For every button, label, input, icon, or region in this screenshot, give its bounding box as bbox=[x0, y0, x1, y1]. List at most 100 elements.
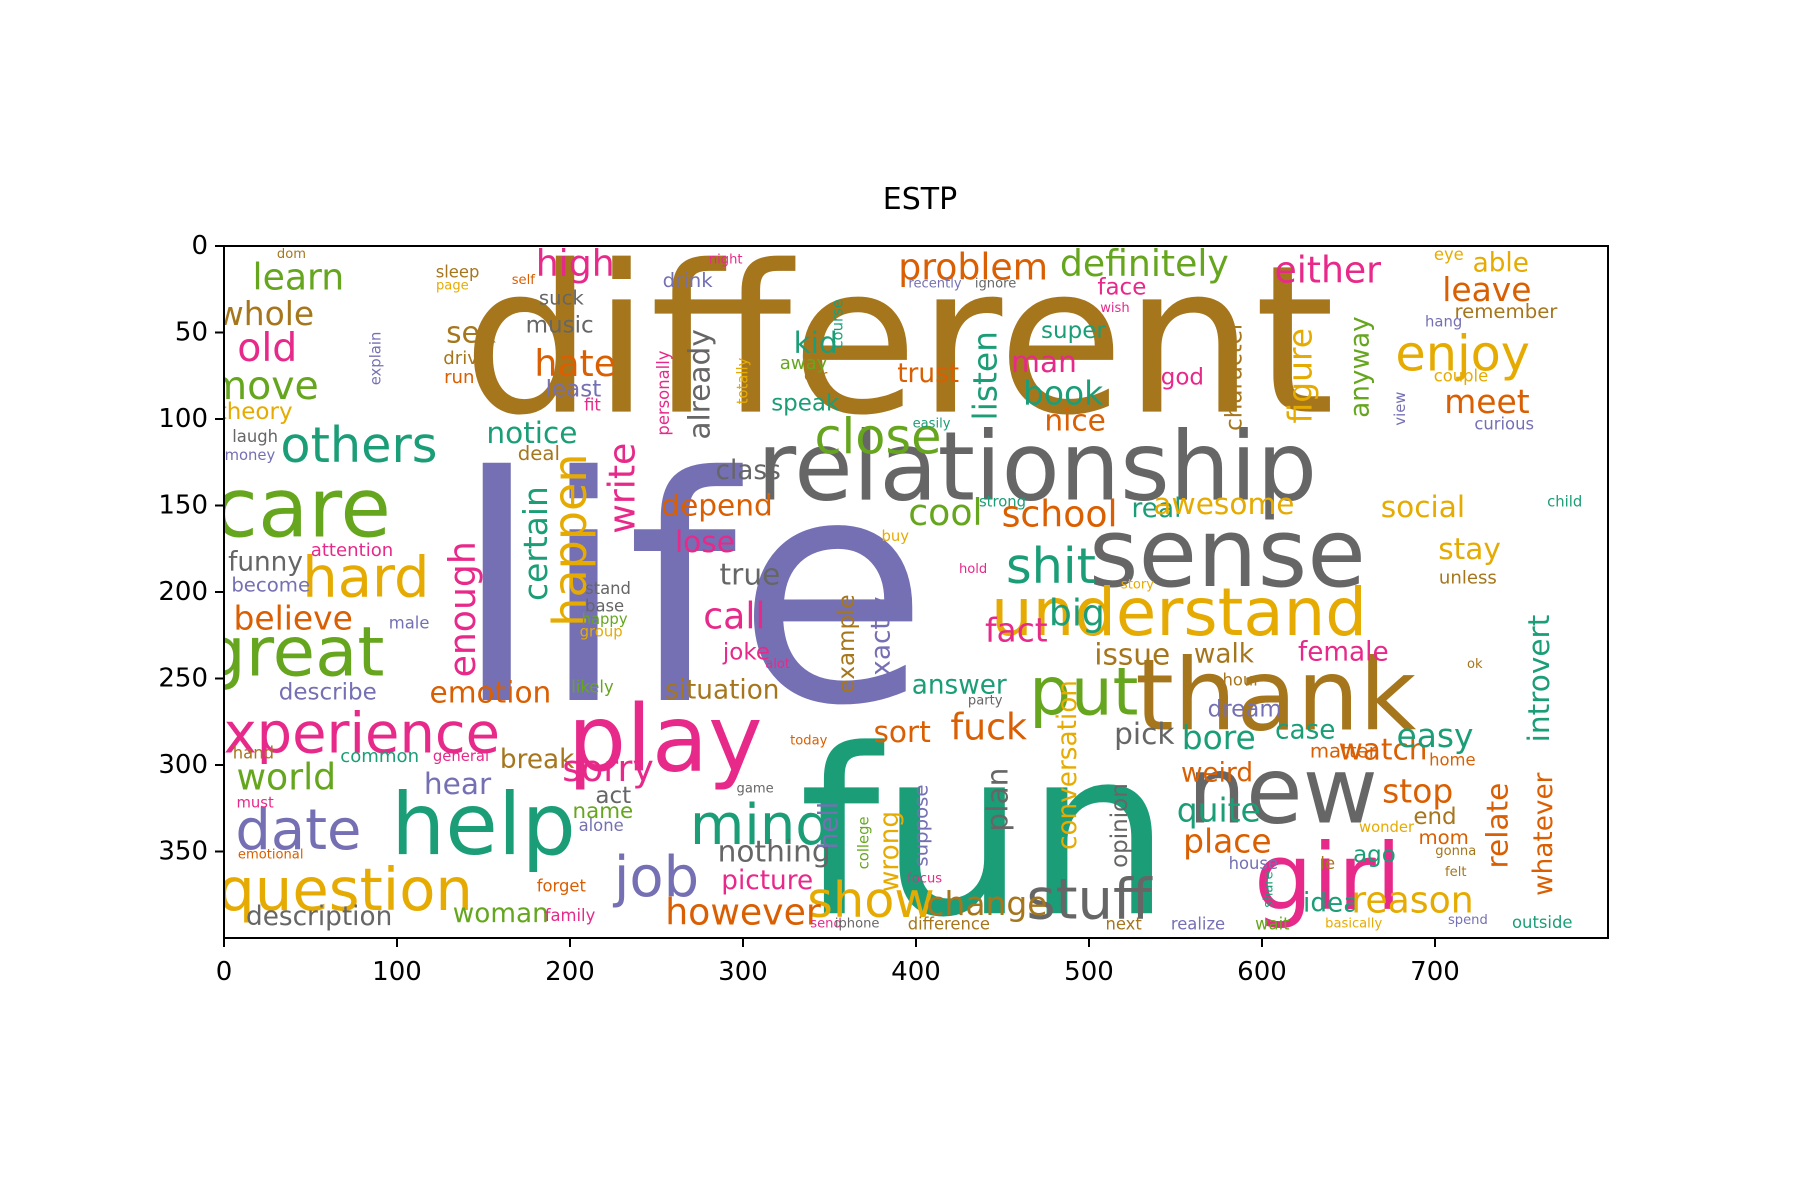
word-happy: happy bbox=[582, 611, 628, 628]
word-experience: experience bbox=[190, 701, 500, 766]
word-hold: hold bbox=[959, 562, 987, 577]
x-axis: 0 100 200 300 400 500 600 700 bbox=[216, 938, 1460, 987]
word-exactly: exactly bbox=[866, 596, 896, 691]
word-car: car bbox=[804, 367, 828, 384]
word-definitely: definitely bbox=[1060, 242, 1229, 285]
word-joke: joke bbox=[722, 640, 770, 666]
word-realize: realize bbox=[1171, 915, 1225, 934]
word-gonna: gonna bbox=[1435, 844, 1476, 859]
word-ok: ok bbox=[1467, 657, 1483, 672]
word-true: true bbox=[720, 558, 781, 592]
y-tick-label: 200 bbox=[158, 577, 208, 607]
word-thank: thank bbox=[1135, 638, 1416, 753]
x-tick-label: 700 bbox=[1410, 957, 1460, 987]
word-least: least bbox=[546, 377, 602, 403]
word-sort: sort bbox=[874, 715, 931, 749]
word-situation: situation bbox=[665, 676, 779, 706]
word-emotion: emotion bbox=[429, 675, 551, 709]
word-general: general bbox=[433, 748, 489, 765]
word-sorry: sorry bbox=[562, 747, 654, 790]
word-conversation: conversation bbox=[1053, 680, 1083, 850]
word-pick: pick bbox=[1114, 717, 1175, 751]
word-wrong: wrong bbox=[875, 811, 905, 892]
word-care: care bbox=[213, 461, 391, 556]
word-reason: reason bbox=[1351, 878, 1473, 921]
word-lose: lose bbox=[675, 525, 735, 559]
word-away: away bbox=[780, 353, 828, 374]
word-explain: explain bbox=[368, 332, 385, 386]
word-drink: drink bbox=[663, 269, 714, 292]
word-life: life bbox=[453, 410, 929, 774]
word-shit: shit bbox=[1006, 537, 1096, 595]
word-buy: buy bbox=[881, 528, 909, 545]
word-different: different bbox=[463, 222, 1335, 461]
word-ignore: ignore bbox=[975, 277, 1016, 292]
word-new: new bbox=[1188, 737, 1378, 844]
word-class: class bbox=[716, 456, 781, 486]
word-world: world bbox=[236, 756, 336, 799]
word-today: today bbox=[790, 733, 827, 748]
word-anyway: anyway bbox=[1346, 316, 1376, 418]
word-happen: happen bbox=[543, 453, 597, 626]
word-watch: watch bbox=[1339, 732, 1428, 766]
word-write: write bbox=[600, 443, 643, 534]
word-school: school bbox=[1002, 493, 1118, 536]
word-show: show bbox=[807, 871, 934, 929]
word-others: others bbox=[280, 416, 437, 474]
word-forget: forget bbox=[537, 877, 587, 896]
word-whatever: whatever bbox=[1529, 772, 1559, 896]
word-male: male bbox=[389, 614, 430, 633]
word-end: end bbox=[1413, 804, 1456, 830]
word-alot: alot bbox=[765, 657, 790, 672]
word-personally: personally bbox=[654, 350, 673, 435]
y-tick-label: 50 bbox=[175, 318, 208, 348]
word-dream: dream bbox=[1208, 697, 1282, 723]
word-already: already bbox=[683, 329, 717, 440]
word-send: send bbox=[810, 917, 842, 932]
word-suck: suck bbox=[539, 286, 585, 309]
word-face: face bbox=[1097, 275, 1146, 301]
word-unless: unless bbox=[1439, 568, 1497, 589]
word-night: night bbox=[709, 252, 743, 267]
word-enough: enough bbox=[441, 541, 484, 677]
word-call: call bbox=[703, 595, 765, 638]
word-difference: difference bbox=[908, 915, 990, 934]
word-fuck: fuck bbox=[950, 705, 1027, 748]
y-tick-label: 350 bbox=[158, 837, 208, 867]
word-curious: curious bbox=[1474, 415, 1534, 434]
word-run: run bbox=[444, 367, 474, 388]
word-god: god bbox=[1161, 364, 1204, 390]
word-family: family bbox=[545, 906, 596, 925]
word-hard: hard bbox=[302, 546, 429, 611]
word-college: college bbox=[856, 816, 873, 869]
word-course: course bbox=[830, 299, 847, 348]
word-become: become bbox=[231, 574, 310, 597]
word-act: act bbox=[595, 783, 631, 809]
word-attention: attention bbox=[311, 540, 394, 561]
y-tick-label: 100 bbox=[158, 404, 208, 434]
word-issue: issue bbox=[1094, 637, 1170, 671]
word-play: play bbox=[568, 686, 763, 793]
word-female: female bbox=[1298, 638, 1389, 668]
word-stuff: stuff bbox=[1027, 867, 1153, 932]
word-alone: alone bbox=[579, 816, 624, 835]
word-awesome: awesome bbox=[1153, 487, 1294, 521]
word-easily: easily bbox=[913, 417, 951, 432]
y-tick-label: 250 bbox=[158, 664, 208, 694]
word-totally: totally bbox=[735, 357, 752, 404]
word-social: social bbox=[1381, 490, 1465, 524]
word-cool: cool bbox=[908, 491, 982, 534]
word-layer: differentlifefunrelationshipsensethankne… bbox=[190, 222, 1582, 938]
word-hate: hate bbox=[534, 342, 616, 385]
word-le: le bbox=[1320, 854, 1335, 873]
chart-title: ESTP bbox=[883, 182, 957, 217]
word-close: close bbox=[814, 407, 941, 465]
word-question: question bbox=[217, 855, 473, 924]
word-outside: outside bbox=[1512, 913, 1572, 932]
word-game: game bbox=[737, 782, 774, 797]
word-party: party bbox=[968, 693, 1003, 708]
word-self: self bbox=[512, 273, 536, 288]
word-big: big bbox=[1049, 591, 1105, 634]
x-tick-label: 400 bbox=[891, 957, 941, 987]
